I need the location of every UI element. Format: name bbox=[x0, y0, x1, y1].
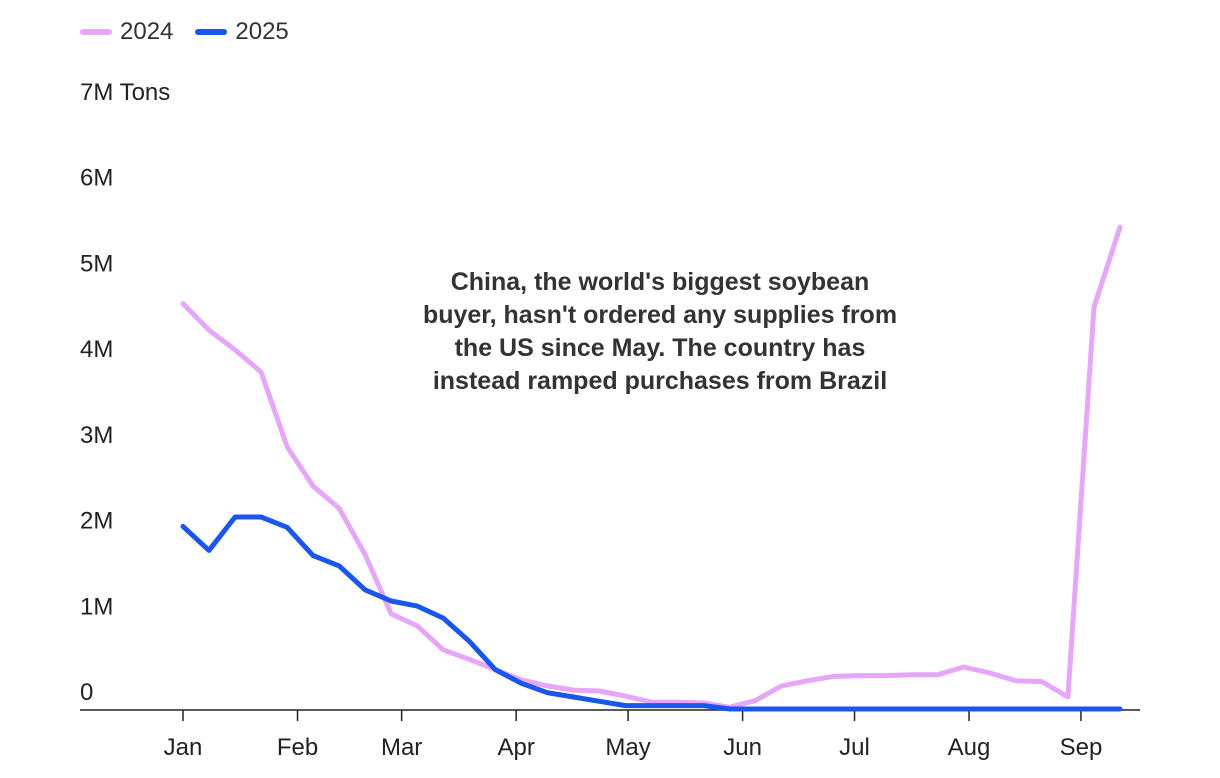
series-line-2025 bbox=[180, 514, 1123, 712]
chart-annotation: China, the world's biggest soybean buyer… bbox=[422, 268, 898, 395]
legend-label-2024: 2024 bbox=[120, 18, 174, 45]
x-tick-label-5: Jun bbox=[723, 734, 762, 761]
legend-item-2024[interactable]: 2024 bbox=[80, 18, 173, 46]
x-tick-label-2: Mar bbox=[381, 734, 422, 761]
y-tick-label-6: 6M bbox=[80, 165, 113, 192]
y-tick-label-3: 3M bbox=[80, 422, 113, 449]
y-tick-label-5: 5M bbox=[80, 250, 113, 277]
x-tick-label-6: Jul bbox=[839, 734, 870, 761]
series-line-2024 bbox=[180, 224, 1123, 710]
legend-swatch-2024 bbox=[80, 29, 112, 35]
legend: 2024 2025 bbox=[80, 18, 289, 46]
x-tick-label-0: Jan bbox=[164, 734, 203, 761]
legend-item-2025[interactable]: 2025 bbox=[195, 18, 289, 46]
y-tick-label-7: 7M Tons bbox=[80, 79, 170, 106]
legend-swatch-2025 bbox=[195, 29, 228, 35]
x-tick-label-7: Aug bbox=[948, 734, 991, 761]
legend-label-2025: 2025 bbox=[235, 18, 289, 45]
x-tick-label-3: Apr bbox=[497, 734, 534, 761]
y-tick-label-2: 2M bbox=[80, 508, 113, 535]
x-tick-label-8: Sep bbox=[1060, 734, 1103, 761]
y-tick-label-1: 1M bbox=[80, 593, 113, 620]
x-tick-label-1: Feb bbox=[277, 734, 318, 761]
y-tick-label-0: 0 bbox=[80, 679, 93, 706]
x-tick-label-4: May bbox=[605, 734, 650, 761]
y-tick-label-4: 4M bbox=[80, 336, 113, 363]
